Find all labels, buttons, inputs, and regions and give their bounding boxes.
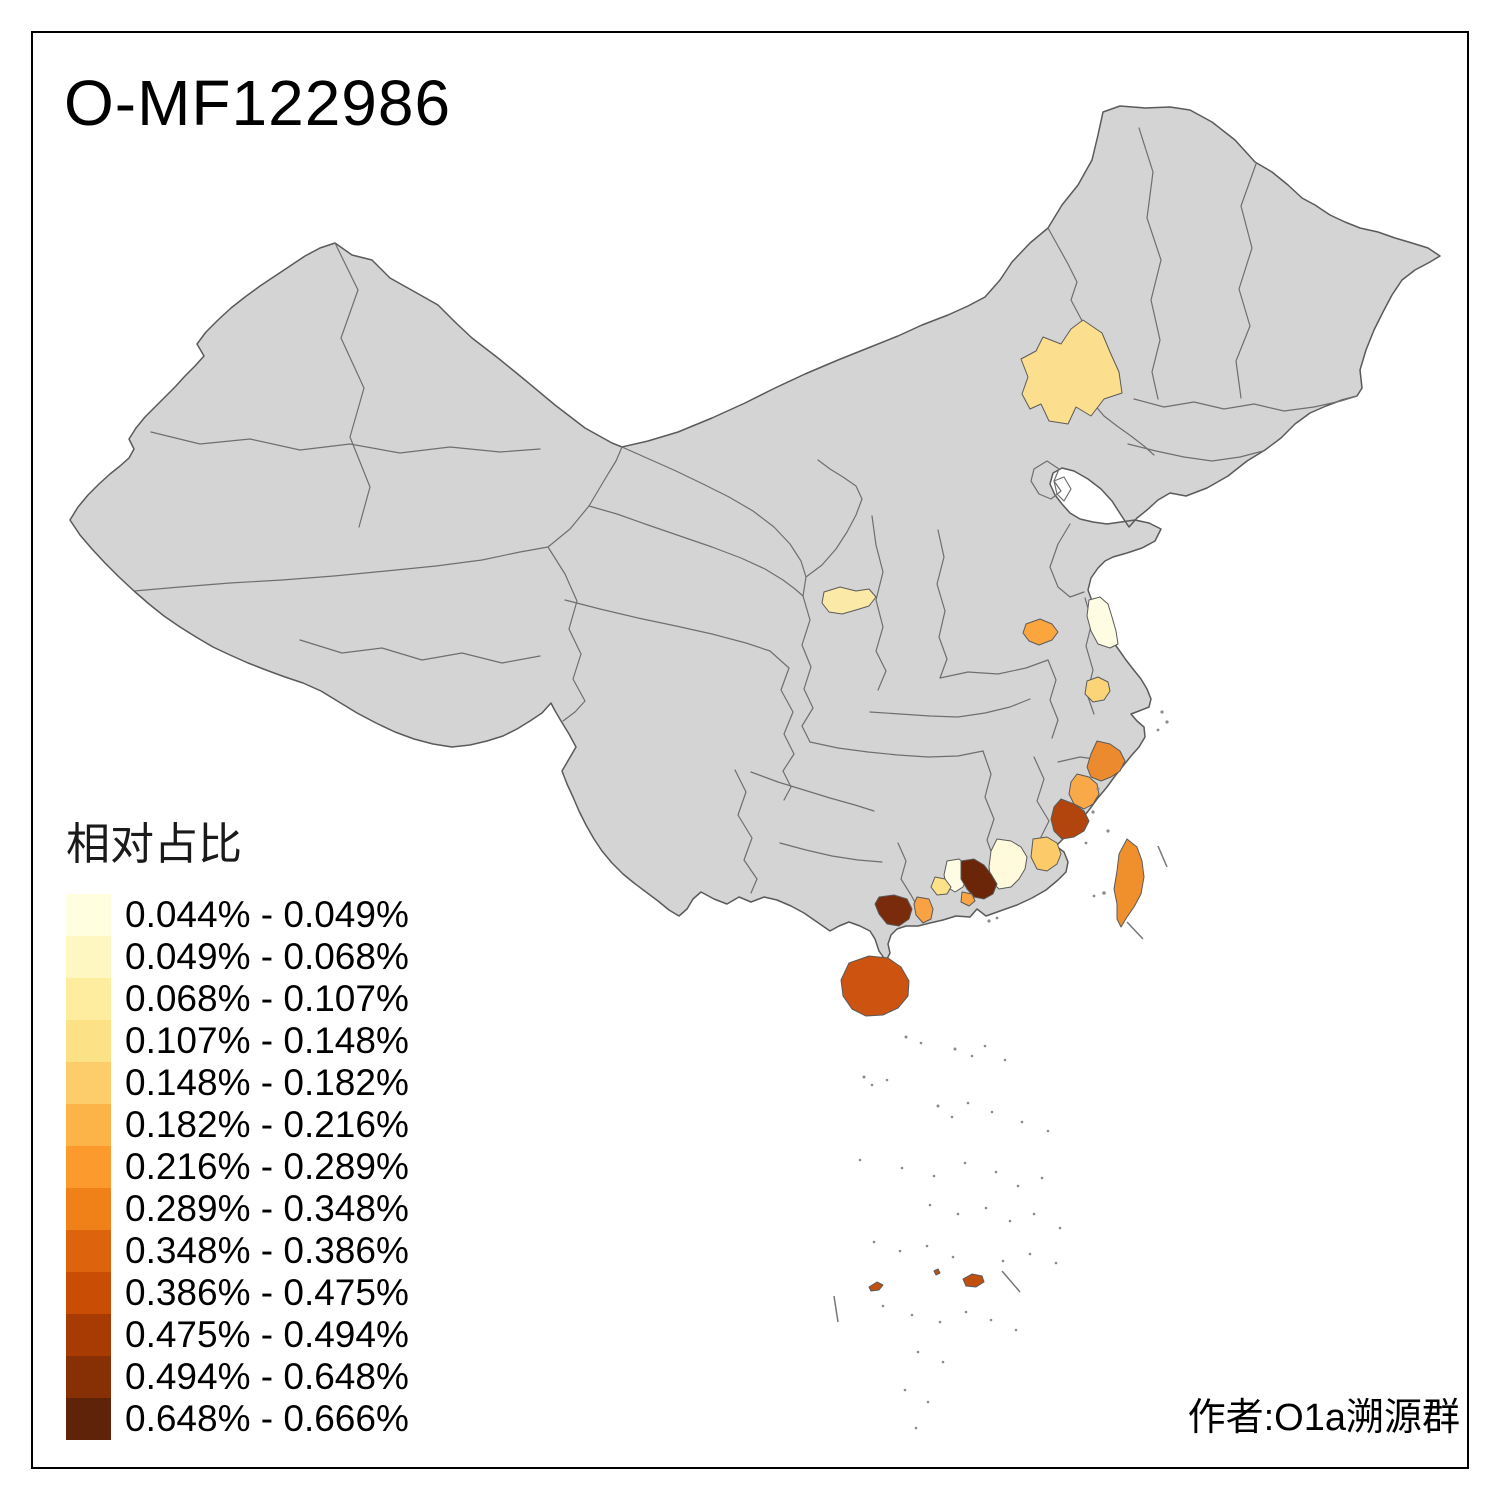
region-south-sea-island-2 bbox=[868, 1281, 884, 1292]
legend-swatch bbox=[66, 1398, 111, 1440]
region-east-guangdong-patch bbox=[1030, 836, 1062, 872]
legend-label: 0.049% - 0.068% bbox=[125, 936, 409, 977]
legend-label: 0.044% - 0.049% bbox=[125, 894, 409, 935]
legend-label: 0.216% - 0.289% bbox=[125, 1146, 409, 1187]
province-boundaries bbox=[133, 127, 1358, 905]
legend-swatch bbox=[66, 1314, 111, 1356]
region-anhui-patch bbox=[1084, 676, 1111, 703]
legend-swatch bbox=[66, 1146, 111, 1188]
region-henan-patch bbox=[1022, 618, 1059, 646]
legend-row: 0.049% - 0.068% bbox=[66, 936, 409, 978]
legend-row: 0.648% - 0.666% bbox=[66, 1398, 409, 1440]
legend-swatch bbox=[66, 978, 111, 1020]
legend-label: 0.348% - 0.386% bbox=[125, 1230, 409, 1271]
region-inner-mongolia-patch bbox=[1020, 319, 1123, 425]
region-zhongshan-patch bbox=[960, 891, 976, 907]
page-title: O-MF122986 bbox=[64, 67, 452, 139]
legend-row: 0.386% - 0.475% bbox=[66, 1272, 409, 1314]
legend-label: 0.107% - 0.148% bbox=[125, 1020, 409, 1061]
region-putian-patch bbox=[1068, 773, 1100, 810]
legend-row: 0.068% - 0.107% bbox=[66, 978, 409, 1020]
legend-swatch bbox=[66, 1272, 111, 1314]
legend-swatch bbox=[66, 1104, 111, 1146]
legend-swatch bbox=[66, 1062, 111, 1104]
region-guangzhou-patch bbox=[960, 858, 998, 900]
region-jiangmen-patch bbox=[913, 896, 934, 924]
region-south-sea-island-1 bbox=[962, 1273, 985, 1288]
legend-swatch bbox=[66, 936, 111, 978]
sea-islands bbox=[833, 710, 1169, 1430]
legend-label: 0.475% - 0.494% bbox=[125, 1314, 409, 1355]
legend-label: 0.494% - 0.648% bbox=[125, 1356, 409, 1397]
region-shaanxi-patch bbox=[821, 586, 877, 615]
legend-label: 0.182% - 0.216% bbox=[125, 1104, 409, 1145]
legend-swatch bbox=[66, 1230, 111, 1272]
legend-swatch bbox=[66, 1356, 111, 1398]
legend-title: 相对占比 bbox=[66, 820, 242, 869]
region-south-sea-island-3 bbox=[933, 1268, 941, 1276]
legend-row: 0.494% - 0.648% bbox=[66, 1356, 409, 1398]
legend-row: 0.148% - 0.182% bbox=[66, 1062, 409, 1104]
region-fuzhou-patch bbox=[1086, 740, 1126, 782]
legend-label: 0.386% - 0.475% bbox=[125, 1272, 409, 1313]
legend-row: 0.107% - 0.148% bbox=[66, 1020, 409, 1062]
legend-swatch bbox=[66, 1188, 111, 1230]
legend-label: 0.289% - 0.348% bbox=[125, 1188, 409, 1229]
region-zhaoqing-patch bbox=[930, 876, 952, 896]
attribution-text: 作者:O1a溯源群 bbox=[1187, 1397, 1460, 1439]
legend-swatch bbox=[66, 1020, 111, 1062]
legend-row: 0.348% - 0.386% bbox=[66, 1230, 409, 1272]
legend-row: 0.044% - 0.049% bbox=[66, 894, 409, 936]
legend: 相对占比 0.044% - 0.049% 0.049% - 0.068% 0.0… bbox=[66, 808, 409, 1440]
legend-label: 0.068% - 0.107% bbox=[125, 978, 409, 1019]
region-taiwan-patch bbox=[1113, 838, 1145, 928]
region-west-guangdong-patch bbox=[874, 894, 913, 927]
legend-row: 0.182% - 0.216% bbox=[66, 1104, 409, 1146]
legend-label: 0.648% - 0.666% bbox=[125, 1398, 409, 1439]
legend-row: 0.289% - 0.348% bbox=[66, 1188, 409, 1230]
region-north-jiangsu-patch bbox=[1086, 596, 1119, 649]
legend-label: 0.148% - 0.182% bbox=[125, 1062, 409, 1103]
highlighted-regions bbox=[821, 319, 1145, 1292]
region-hainan-patch bbox=[840, 955, 910, 1017]
region-huizhou-heyuan-patch bbox=[988, 838, 1028, 890]
region-quanzhou-patch bbox=[1050, 798, 1090, 840]
legend-row: 0.475% - 0.494% bbox=[66, 1314, 409, 1356]
legend-row: 0.216% - 0.289% bbox=[66, 1146, 409, 1188]
legend-swatch bbox=[66, 894, 111, 936]
